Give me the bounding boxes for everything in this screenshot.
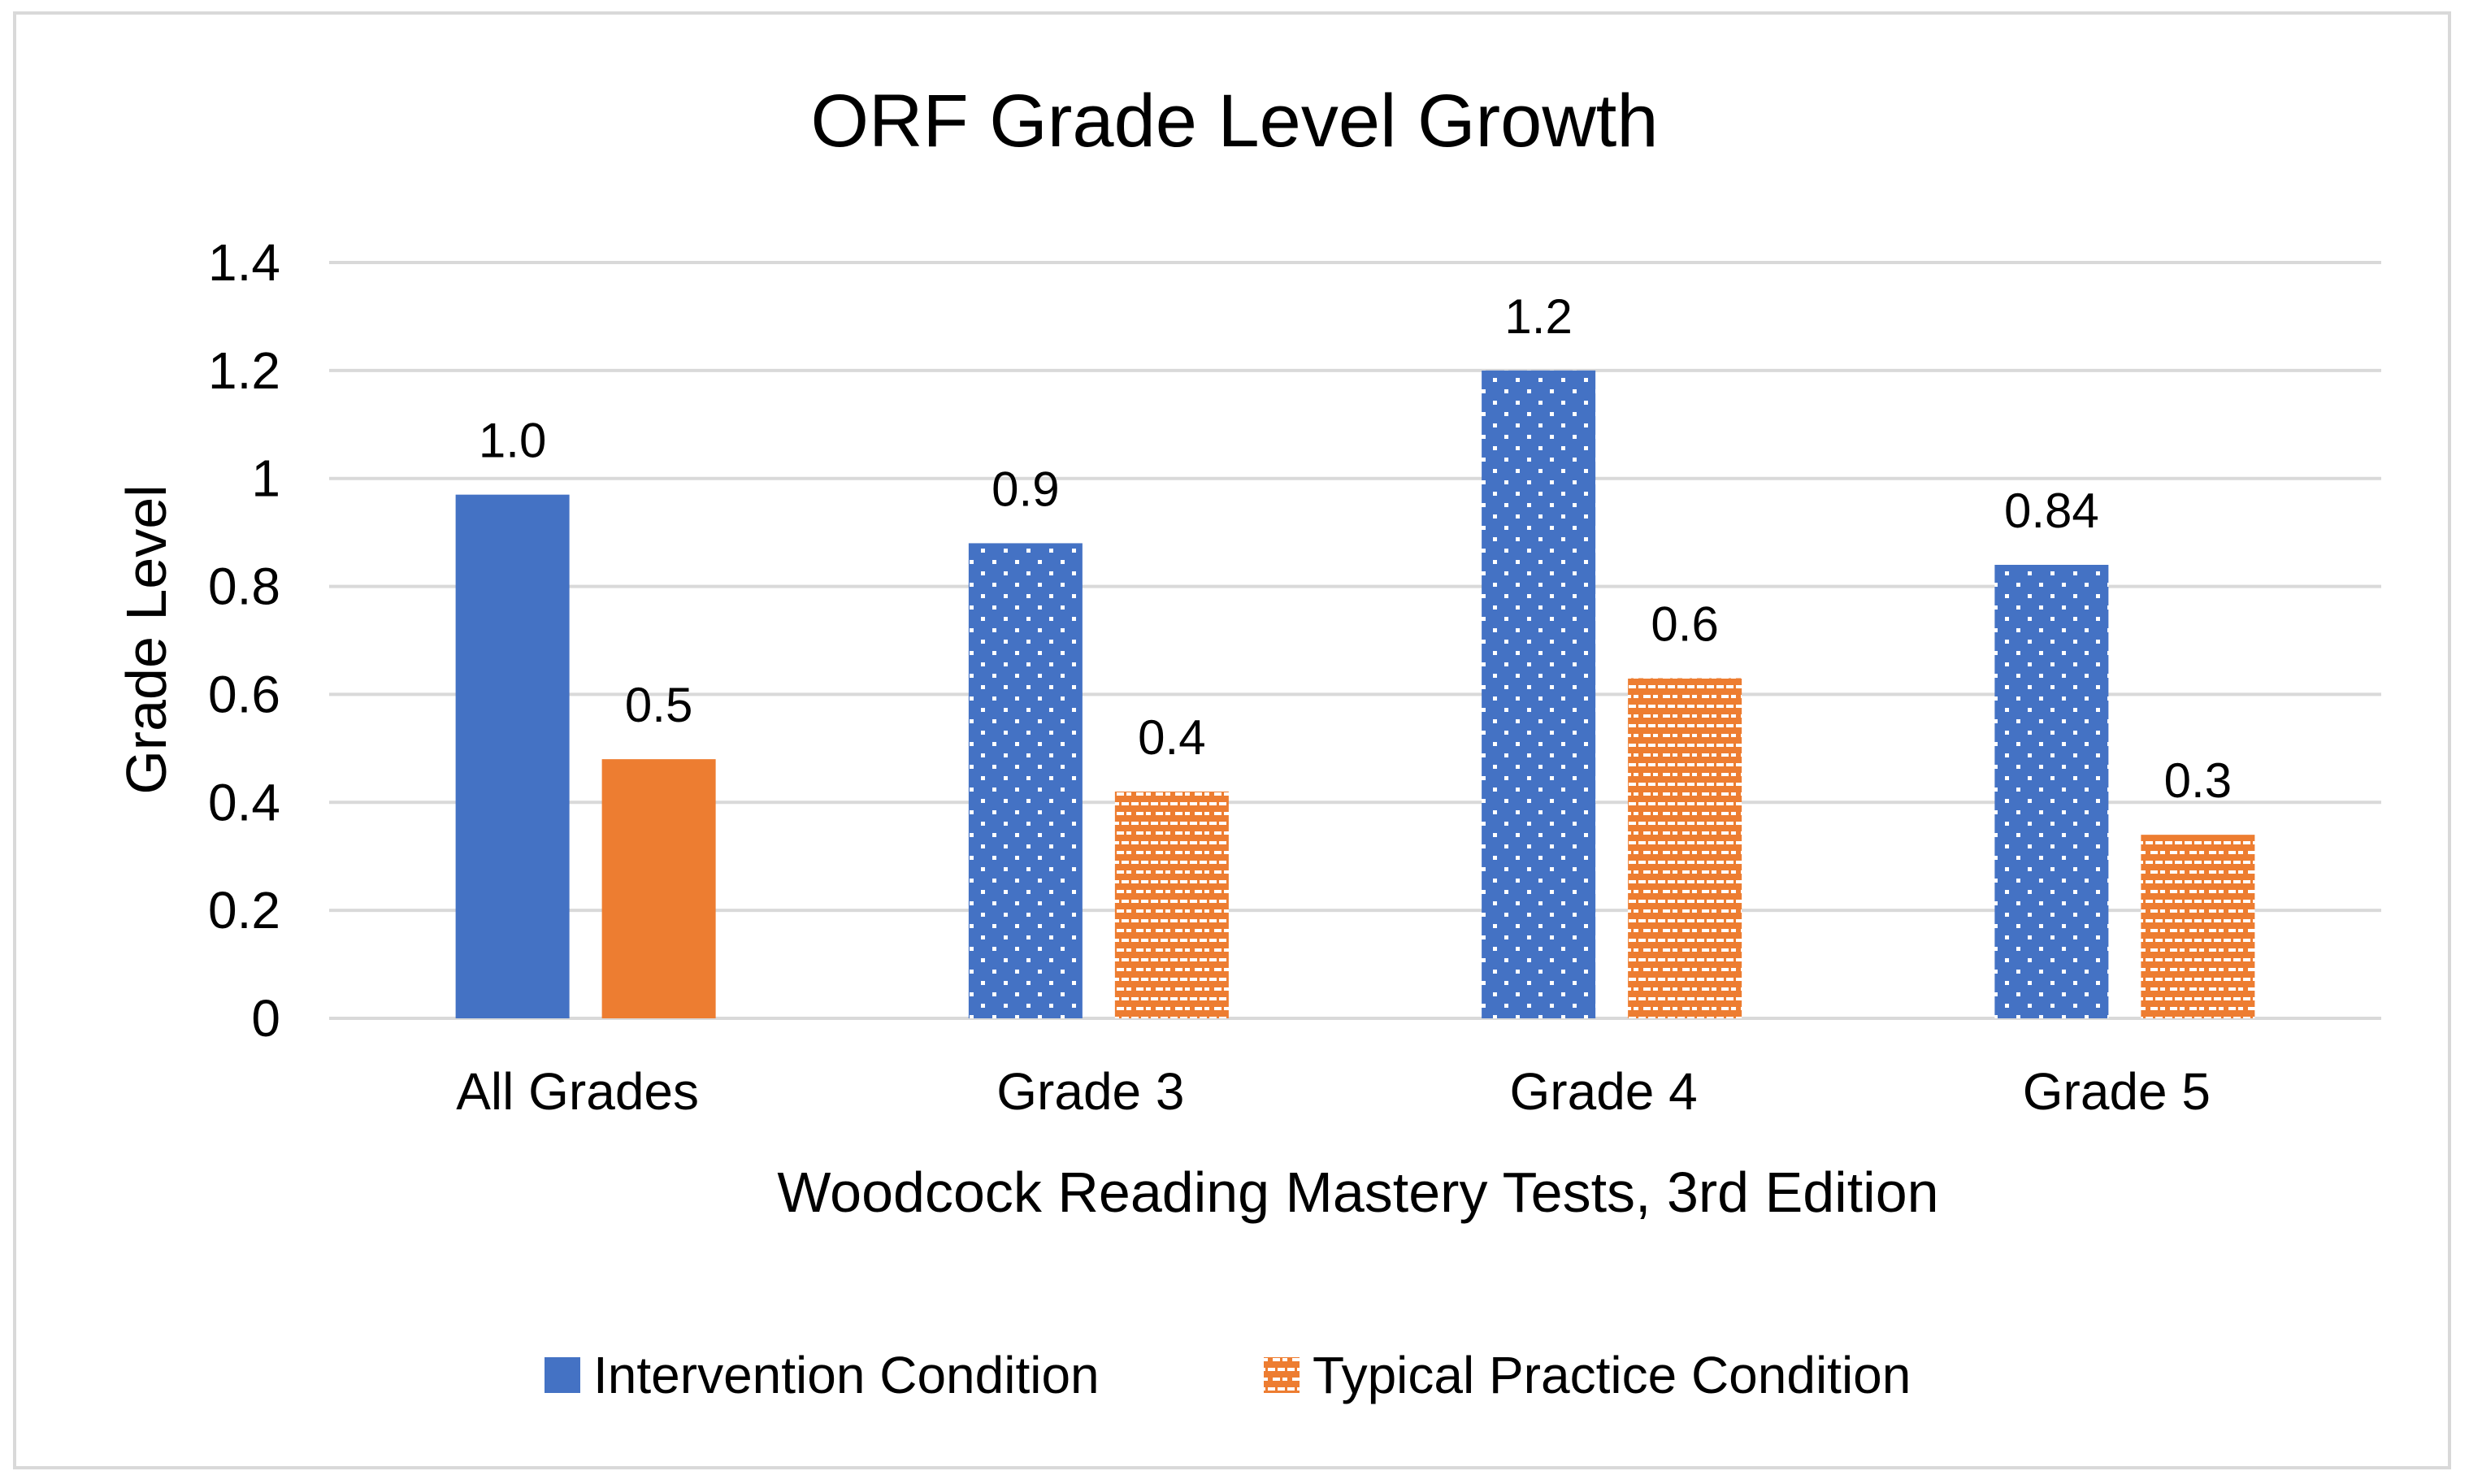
- data-label-intervention: 1.0: [479, 414, 546, 468]
- bars: [455, 370, 2255, 1018]
- data-label-typical-practice: 0.6: [1651, 597, 1718, 652]
- legend-swatch-typical-practice: [1264, 1357, 1300, 1393]
- legend-label-intervention: Intervention Condition: [593, 1346, 1100, 1404]
- bar-typical-practice: [601, 759, 716, 1018]
- bar-typical-practice: [1628, 678, 1742, 1018]
- bar-intervention: [1994, 565, 2109, 1018]
- y-axis-title: Grade Level: [115, 484, 178, 794]
- bar-intervention: [1482, 370, 1596, 1018]
- y-tick-label: 0.2: [208, 881, 280, 939]
- x-axis-title: Woodcock Reading Mastery Tests, 3rd Edit…: [777, 1161, 1938, 1224]
- x-tick-label: Grade 4: [1510, 1062, 1698, 1121]
- y-axis-ticks: 0 0.2 0.4 0.6 0.8 1 1.2 1.4: [208, 233, 280, 1048]
- data-labels: 1.0 0.5 0.9 0.4 1.2 0.6 0.84 0.3: [479, 289, 2232, 808]
- y-tick-label: 1: [251, 449, 280, 508]
- bar-intervention: [455, 494, 570, 1018]
- data-label-intervention: 0.9: [992, 462, 1059, 516]
- chart-title: ORF Grade Level Growth: [810, 80, 1658, 163]
- y-tick-label: 1.2: [208, 341, 280, 400]
- bar-typical-practice: [2141, 835, 2255, 1018]
- x-tick-label: Grade 3: [996, 1062, 1184, 1121]
- x-axis-ticks: All Grades Grade 3 Grade 4 Grade 5: [456, 1062, 2211, 1121]
- data-label-intervention: 1.2: [1504, 289, 1572, 344]
- x-tick-label: Grade 5: [2023, 1062, 2211, 1121]
- y-tick-label: 0.6: [208, 665, 280, 723]
- legend-label-typical-practice: Typical Practice Condition: [1313, 1346, 1911, 1404]
- data-label-typical-practice: 0.4: [1138, 710, 1205, 765]
- y-tick-label: 0.4: [208, 773, 280, 831]
- data-label-typical-practice: 0.5: [625, 678, 692, 732]
- bar-typical-practice: [1114, 792, 1229, 1018]
- y-tick-label: 0.8: [208, 558, 280, 616]
- data-label-intervention: 0.84: [2004, 484, 2099, 538]
- legend: Intervention Condition Typical Practice …: [545, 1346, 1911, 1404]
- y-tick-label: 1.4: [208, 233, 280, 292]
- data-label-typical-practice: 0.3: [2164, 753, 2232, 808]
- y-tick-label: 0: [251, 989, 280, 1048]
- bar-intervention: [968, 543, 1083, 1018]
- x-tick-label: All Grades: [456, 1062, 699, 1121]
- legend-swatch-intervention: [545, 1357, 580, 1393]
